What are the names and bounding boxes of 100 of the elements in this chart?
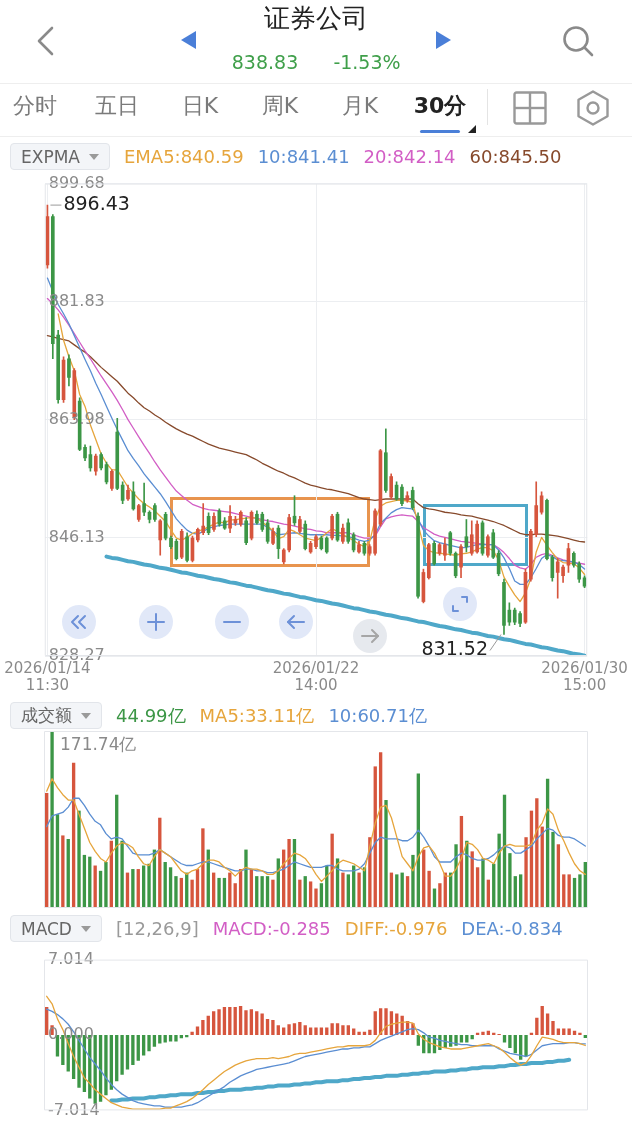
- text: 30分: [413, 92, 467, 120]
- bar: [567, 1028, 571, 1035]
- chart-title: MACD: [21, 918, 72, 939]
- text: 分时: [13, 92, 57, 120]
- text: -1.53%: [333, 50, 401, 75]
- bar: [255, 1011, 259, 1035]
- bar: [583, 1035, 587, 1039]
- bar: [481, 1031, 485, 1035]
- bar: [201, 828, 205, 908]
- bar: [325, 1027, 329, 1035]
- bar: [228, 1007, 232, 1035]
- bar: [535, 1017, 539, 1035]
- bar: [201, 1019, 205, 1035]
- annotation: 171.74亿: [60, 733, 137, 754]
- bar: [163, 1035, 167, 1043]
- bar: [438, 883, 442, 908]
- bar: [540, 1005, 544, 1035]
- bar: [303, 1025, 307, 1035]
- text: 60:845.50: [469, 146, 562, 167]
- bar: [271, 1019, 275, 1035]
- bar: [341, 1025, 345, 1035]
- text: 证券公司: [264, 2, 368, 34]
- bar: [260, 876, 264, 908]
- bar: [93, 865, 97, 908]
- bar: [152, 1035, 157, 1047]
- bar: [298, 1022, 302, 1035]
- bar: [131, 869, 135, 908]
- bar: [535, 798, 539, 908]
- bar: [244, 849, 248, 908]
- bar: [260, 1013, 264, 1035]
- text: 20:842.14: [363, 146, 456, 167]
- text: 周K: [261, 92, 299, 120]
- text: 月K: [341, 92, 379, 120]
- bar: [314, 1027, 318, 1035]
- bar: [77, 810, 81, 908]
- bar: [357, 1031, 361, 1035]
- bar: [131, 1035, 135, 1066]
- bar: [158, 1035, 162, 1044]
- bar: [384, 800, 388, 908]
- text: MA5:33.11亿: [199, 703, 315, 728]
- chart-title: 成交额: [21, 704, 72, 727]
- bar: [384, 1008, 388, 1035]
- x-tick-label: 2026/01/22 14:00: [272, 658, 360, 694]
- chart-subtitle: [12,26,9]: [115, 918, 199, 939]
- text: MACD:-0.285: [212, 918, 331, 939]
- text: 10:841.41: [257, 146, 350, 167]
- bar: [314, 888, 318, 908]
- bar: [319, 1027, 324, 1035]
- text: 838.83: [231, 50, 299, 75]
- bar: [190, 879, 194, 908]
- bar: [524, 837, 528, 908]
- text: DEA:-0.834: [461, 918, 563, 939]
- bar: [508, 1035, 512, 1048]
- bar: [481, 858, 485, 908]
- text: EMA5:840.59: [123, 146, 244, 167]
- bar: [427, 870, 431, 908]
- bar: [238, 1005, 243, 1035]
- bar: [147, 863, 151, 908]
- bar: [211, 1011, 216, 1035]
- bar: [330, 1023, 334, 1035]
- bar: [217, 877, 221, 908]
- bar: [551, 831, 555, 908]
- bar: [502, 1035, 507, 1043]
- y-tick-label: -7.014: [48, 1099, 100, 1119]
- bar: [104, 1035, 108, 1096]
- bar: [298, 879, 302, 908]
- bar: [341, 872, 345, 908]
- bar: [335, 1023, 340, 1035]
- bar: [368, 1029, 372, 1035]
- bar: [249, 1009, 254, 1035]
- bar: [120, 840, 124, 908]
- y-tick-label: 899.68: [48, 172, 105, 192]
- bar: [244, 1010, 248, 1035]
- bar: [373, 1011, 377, 1035]
- bar: [454, 844, 458, 908]
- bar: [147, 1035, 151, 1052]
- bar: [357, 872, 361, 908]
- y-tick-label: 7.014: [48, 948, 94, 968]
- bar: [459, 1035, 464, 1043]
- bar: [578, 874, 582, 908]
- bar: [195, 1026, 200, 1035]
- bar: [330, 833, 334, 908]
- text: 日K: [181, 92, 219, 120]
- bar: [567, 874, 571, 908]
- text: 10:60.71亿: [328, 703, 427, 728]
- bar: [308, 1027, 313, 1035]
- text: DIFF:-0.976: [344, 918, 448, 939]
- y-tick-label: 846.13: [48, 527, 105, 547]
- text: 五日: [95, 92, 139, 120]
- bar: [50, 731, 54, 908]
- bar: [120, 1035, 124, 1075]
- bar: [524, 1035, 528, 1057]
- bar: [346, 1025, 350, 1035]
- bar: [93, 1035, 97, 1104]
- bar: [465, 1035, 469, 1043]
- bar: [497, 833, 501, 908]
- bar: [276, 1025, 280, 1035]
- bar: [551, 1021, 555, 1035]
- bar: [222, 1007, 227, 1035]
- bar: [287, 838, 291, 908]
